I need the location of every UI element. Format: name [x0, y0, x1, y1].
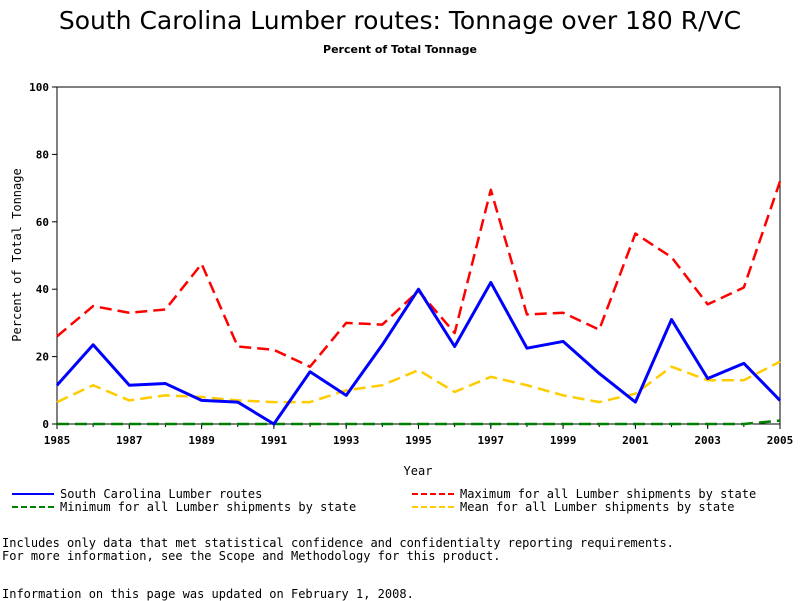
- series-line-3: [56, 360, 781, 404]
- series-line-2: [57, 419, 781, 426]
- x-tick-label: 1989: [188, 434, 215, 447]
- x-tick-label: 2001: [622, 434, 649, 447]
- note-updated: Information on this page was updated on …: [2, 587, 414, 601]
- x-tick-label: 1993: [333, 434, 360, 447]
- note-methodology: For more information, see the Scope and …: [2, 549, 501, 563]
- legend-swatch: [12, 493, 54, 495]
- legend-label: Mean for all Lumber shipments by state: [460, 500, 735, 514]
- legend-label: South Carolina Lumber routes: [60, 487, 263, 501]
- y-tick-label: 0: [42, 418, 49, 431]
- legend-item: Minimum for all Lumber shipments by stat…: [12, 500, 356, 514]
- x-axis: 1985 1987 1989 1991 1993 1995 1997 1999 2001 2003…: [44, 424, 794, 447]
- legend-swatch: [412, 493, 454, 495]
- y-tick-label: 60: [36, 216, 49, 229]
- series-line-1: [56, 180, 782, 368]
- x-tick-label: 1997: [478, 434, 505, 447]
- series-group: [55, 180, 782, 426]
- x-tick-label: 1987: [116, 434, 143, 447]
- x-tick-label: 1985: [44, 434, 71, 447]
- y-tick-label: 100: [29, 81, 49, 94]
- y-tick-label: 40: [36, 283, 49, 296]
- x-tick-label: 1995: [405, 434, 432, 447]
- x-axis-label: Year: [404, 464, 433, 478]
- x-tick-label: 1991: [261, 434, 288, 447]
- legend-label: Minimum for all Lumber shipments by stat…: [60, 500, 357, 514]
- legend-item: South Carolina Lumber routes: [12, 487, 262, 501]
- chart-subtitle: Percent of Total Tonnage: [323, 43, 477, 56]
- y-tick-label: 20: [36, 351, 49, 364]
- x-tick-label: 1999: [550, 434, 577, 447]
- plot-area-frame: [56, 86, 781, 425]
- legend-swatch: [12, 506, 54, 508]
- y-axis-label: Percent of Total Tonnage: [10, 168, 24, 341]
- legend-swatch: [412, 506, 454, 508]
- legend-label: Maximum for all Lumber shipments by stat…: [460, 487, 757, 501]
- legend-item: Mean for all Lumber shipments by state: [412, 500, 735, 514]
- y-tick-label: 80: [36, 148, 49, 161]
- y-axis: 0 20 40 60 80 100: [29, 81, 57, 431]
- x-tick-label: 2003: [694, 434, 721, 447]
- chart-title: South Carolina Lumber routes: Tonnage ov…: [58, 6, 742, 35]
- x-tick-label: 2005: [767, 434, 794, 447]
- series-line-0: [55, 280, 782, 426]
- legend-item: Maximum for all Lumber shipments by stat…: [412, 487, 756, 501]
- note-confidence: Includes only data that met statistical …: [2, 536, 674, 550]
